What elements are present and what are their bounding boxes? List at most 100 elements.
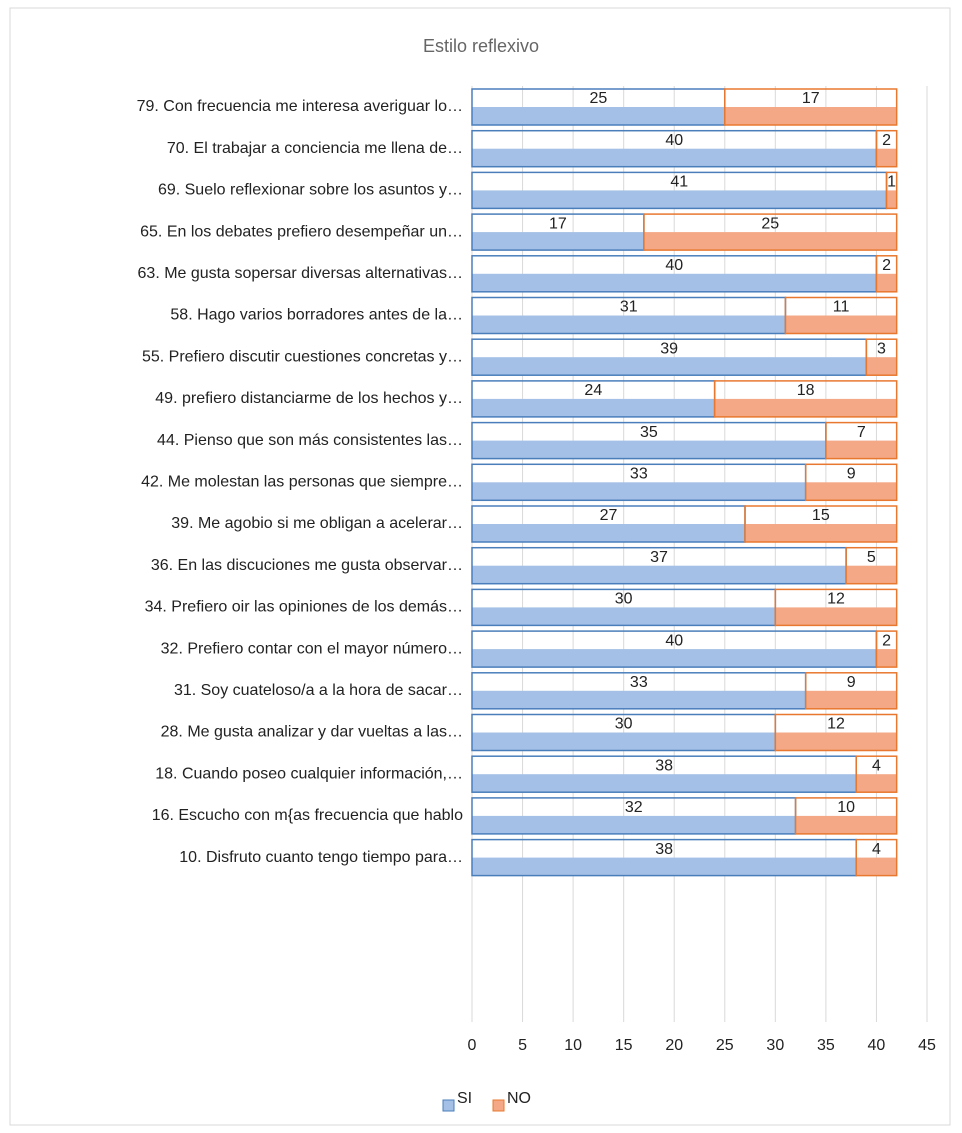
bar-fill	[472, 357, 867, 376]
data-label: 4	[872, 841, 881, 858]
bar-segment	[885, 171, 898, 210]
bar-outline	[784, 296, 898, 335]
data-label: 5	[867, 549, 876, 566]
bar-outline	[825, 421, 898, 460]
data-label: 41	[670, 174, 688, 191]
bar-segment	[804, 672, 898, 710]
bar-outline	[724, 88, 898, 126]
bar-outline	[885, 171, 898, 210]
bar-outline	[875, 255, 898, 293]
data-label: 32	[625, 799, 643, 816]
legend-swatch	[442, 1099, 455, 1112]
y-tick-label: 44. Pienso que son más consistentes las…	[157, 432, 463, 449]
bar-segment	[855, 755, 898, 793]
x-tick-label: 30	[766, 1037, 784, 1054]
y-tick-label: 79. Con frecuencia me interesa averiguar…	[137, 98, 463, 115]
y-tick-label: 39. Me agobio si me obligan a acelerar…	[171, 515, 463, 532]
data-label: 25	[761, 215, 779, 232]
bar-segment	[784, 296, 898, 335]
data-label: 12	[827, 591, 845, 608]
data-label: 15	[812, 507, 830, 524]
bar-outline	[804, 463, 898, 502]
y-tick-label: 18. Cuando poseo cualquier información,…	[155, 765, 463, 782]
bar-outline	[845, 546, 898, 585]
bar-segment	[855, 838, 898, 877]
data-label: 2	[882, 632, 891, 649]
bar-fill	[714, 398, 897, 417]
y-tick-label: 58. Hago varios borradores antes de la…	[170, 307, 463, 324]
data-label: 30	[615, 716, 633, 733]
data-label: 18	[797, 382, 815, 399]
bar-fill	[472, 107, 725, 125]
bar-outline	[643, 213, 898, 251]
data-label: 39	[660, 340, 678, 357]
data-label: 10	[837, 799, 855, 816]
bar-segment	[774, 588, 898, 627]
bar-fill	[866, 357, 897, 376]
bar-fill	[472, 815, 796, 834]
data-label: 40	[665, 257, 683, 274]
bar-fill	[472, 607, 776, 626]
bar-fill	[472, 398, 715, 417]
bar-fill	[472, 190, 887, 209]
data-label: 38	[655, 841, 673, 858]
bar-segment	[875, 129, 898, 168]
data-label: 24	[584, 382, 602, 399]
bar-fill	[472, 273, 877, 292]
bar-fill	[805, 690, 897, 709]
y-tick-label: 42. Me molestan las personas que siempre…	[141, 474, 463, 491]
y-tick-label: 49. prefiero distanciarme de los hechos …	[155, 390, 463, 407]
bar-fill	[724, 107, 897, 125]
x-tick-label: 25	[716, 1037, 734, 1054]
bar-fill	[805, 482, 897, 501]
data-label: 9	[847, 674, 856, 691]
bar-fill	[876, 273, 897, 292]
bar-segment	[865, 338, 898, 376]
bar-segment	[875, 255, 898, 293]
bar-fill	[472, 732, 776, 751]
bar-segment	[794, 797, 898, 835]
bar-fill	[846, 565, 897, 584]
bar-fill	[745, 524, 897, 542]
y-tick-label: 63. Me gusta sopersar diversas alternati…	[138, 265, 463, 282]
data-label: 31	[620, 299, 638, 316]
bar-fill	[856, 774, 897, 793]
data-label: 40	[665, 632, 683, 649]
bar-fill	[472, 315, 786, 334]
legend-label: NO	[507, 1090, 531, 1107]
data-label: 25	[589, 90, 607, 107]
bar-segment	[875, 630, 898, 668]
y-tick-label: 10. Disfruto cuanto tengo tiempo para…	[179, 849, 463, 866]
bar-outline	[875, 630, 898, 668]
bar-fill	[472, 232, 644, 251]
x-tick-label: 20	[665, 1037, 683, 1054]
data-label: 9	[847, 466, 856, 483]
bar-fill	[795, 815, 897, 834]
data-label: 2	[882, 132, 891, 149]
data-label: 11	[833, 299, 850, 316]
x-tick-label: 45	[918, 1037, 936, 1054]
bar-fill	[856, 857, 897, 876]
bar-outline	[744, 505, 898, 543]
data-label: 2	[882, 257, 891, 274]
data-label: 33	[630, 466, 648, 483]
bar-fill	[785, 315, 897, 334]
data-label: 40	[665, 132, 683, 149]
data-label: 17	[549, 215, 567, 232]
bar-fill	[876, 148, 897, 167]
bar-outline	[804, 672, 898, 710]
bar-fill	[472, 774, 857, 793]
data-label: 7	[857, 424, 866, 441]
y-tick-label: 32. Prefiero contar con el mayor número…	[161, 640, 463, 657]
y-tick-label: 65. En los debates prefiero desempeñar u…	[140, 223, 463, 240]
bar-segment	[643, 213, 898, 251]
x-tick-label: 10	[564, 1037, 582, 1054]
x-tick-label: 5	[518, 1037, 527, 1054]
data-label: 4	[872, 757, 881, 774]
y-tick-label: 69. Suelo reflexionar sobre los asuntos …	[158, 182, 463, 199]
x-tick-label: 40	[868, 1037, 886, 1054]
data-label: 12	[827, 716, 845, 733]
bar-fill	[472, 649, 877, 668]
bar-fill	[472, 565, 847, 584]
